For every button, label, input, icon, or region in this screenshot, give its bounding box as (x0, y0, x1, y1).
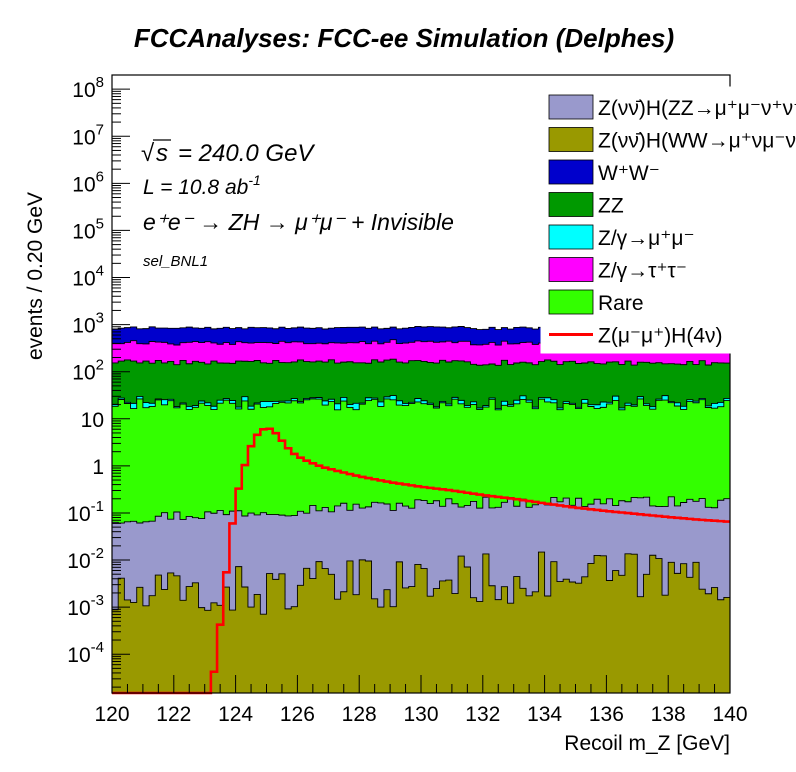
y-tick-exponent: 2 (96, 357, 104, 374)
y-tick-label: 10-4 (67, 639, 104, 667)
legend-entry-label: Z/γ→μ⁺μ⁻ (598, 227, 695, 250)
luminosity-label: L = 10.8 ab-1 (143, 172, 261, 199)
y-tick-label: 10-2 (67, 545, 104, 573)
legend-entry-label: Z(νν̄)H(ZZ→μ⁺μ⁻ν⁺ν⁻) (598, 97, 796, 120)
luminosity-value: L = 10.8 ab (143, 176, 249, 199)
legend-entry-label: ZZ (598, 195, 624, 218)
y-tick-base: 10 (72, 362, 95, 385)
y-tick-base: 10 (81, 409, 104, 432)
y-tick-base: 10 (72, 79, 95, 102)
y-tick-base: 10 (72, 220, 95, 243)
x-tick-label: 136 (589, 703, 624, 726)
y-tick-exponent: 4 (96, 263, 104, 280)
y-tick-base: 10 (72, 173, 95, 196)
y-tick-base: 10 (67, 597, 90, 620)
x-tick-label: 132 (465, 703, 500, 726)
sqrt-s-variable: s (156, 140, 168, 167)
x-tick-label: 130 (403, 703, 438, 726)
y-tick-label: 102 (72, 357, 104, 385)
x-tick-label: 122 (156, 703, 191, 726)
y-tick-exponent: -4 (91, 639, 104, 656)
signal-histogram-line (112, 427, 730, 695)
y-tick-exponent: 8 (96, 74, 104, 91)
y-tick-exponent: 5 (96, 215, 104, 232)
y-tick-base: 10 (72, 126, 95, 149)
y-tick-base: 10 (67, 503, 90, 526)
x-axis-ticks: 120 122 124 126 128 130 132 134 136 138 140 (94, 675, 748, 726)
legend-swatch (548, 224, 594, 250)
process-label: e⁺e⁻ → ZH → μ⁺μ⁻ + Invisible (143, 209, 454, 235)
legend-swatch (548, 127, 594, 152)
legend-swatch (548, 94, 594, 120)
y-tick-label: 105 (72, 215, 104, 243)
legend-swatch (548, 159, 594, 185)
legend-swatch (548, 257, 594, 282)
sqrt-s-label: √ s = 240.0 GeV (141, 139, 315, 167)
sqrt-s-value: = 240.0 GeV (178, 140, 315, 167)
y-axis-label: events / 0.20 GeV (24, 192, 47, 360)
y-tick-label: 107 (72, 121, 104, 149)
y-tick-label: 108 (72, 74, 104, 102)
y-tick-label: 104 (72, 263, 104, 291)
luminosity-exponent: -1 (248, 172, 260, 188)
legend-swatch (548, 289, 594, 315)
legend-entry-label: Z/γ→τ⁺τ⁻ (598, 260, 687, 283)
x-tick-label: 120 (94, 703, 129, 726)
legend-swatch (548, 192, 594, 217)
y-tick-label: 1 (92, 456, 104, 479)
y-tick-exponent: -3 (91, 592, 104, 609)
y-tick-exponent: -2 (91, 545, 104, 562)
x-tick-label: 138 (651, 703, 686, 726)
selection-label: sel_BNL1 (143, 253, 208, 270)
legend-entry-label: W⁺W⁻ (598, 162, 660, 185)
y-tick-label: 103 (72, 310, 104, 338)
x-tick-label: 140 (712, 703, 747, 726)
x-tick-label: 126 (280, 703, 315, 726)
y-tick-label: 10-3 (67, 592, 104, 620)
y-tick-exponent: 3 (96, 310, 104, 327)
x-tick-label: 134 (527, 703, 562, 726)
x-axis-label: Recoil m_Z [GeV] (564, 732, 730, 755)
x-tick-label: 128 (342, 703, 377, 726)
y-tick-base: 10 (72, 268, 95, 291)
plot-annotations: √ s = 240.0 GeV L = 10.8 ab-1 e⁺e⁻ → ZH … (141, 139, 454, 270)
legend-entry-label: Z(νν̄)H(WW→μ⁺νμ⁻ν) (598, 130, 796, 153)
y-tick-exponent: 7 (96, 121, 104, 138)
y-tick-label: 106 (72, 168, 104, 196)
y-tick-base: 10 (72, 315, 95, 338)
stack-area-0 (111, 551, 731, 694)
legend: Z(νν̄)H(ZZ→μ⁺μ⁻ν⁺ν⁻) Z(νν̄)H(WW→μ⁺νμ⁻ν) W⁺… (540, 86, 796, 354)
y-tick-label: 10-1 (67, 498, 104, 526)
sqrt-symbol: √ (141, 140, 155, 167)
y-tick-base: 10 (67, 550, 90, 573)
signal-curve (112, 427, 730, 695)
y-tick-exponent: -1 (91, 498, 104, 515)
y-tick-exponent: 6 (96, 168, 104, 185)
x-tick-label: 124 (218, 703, 253, 726)
chart-title: FCCAnalyses: FCC-ee Simulation (Delphes) (134, 23, 674, 53)
y-tick-base: 1 (92, 456, 104, 479)
stacked-histograms (111, 325, 731, 694)
legend-entry-label: Z(μ⁻μ⁺)H(4ν) (598, 325, 723, 348)
legend-entry-label: Rare (598, 292, 644, 315)
y-tick-base: 10 (67, 644, 90, 667)
y-tick-label: 10 (81, 409, 104, 432)
